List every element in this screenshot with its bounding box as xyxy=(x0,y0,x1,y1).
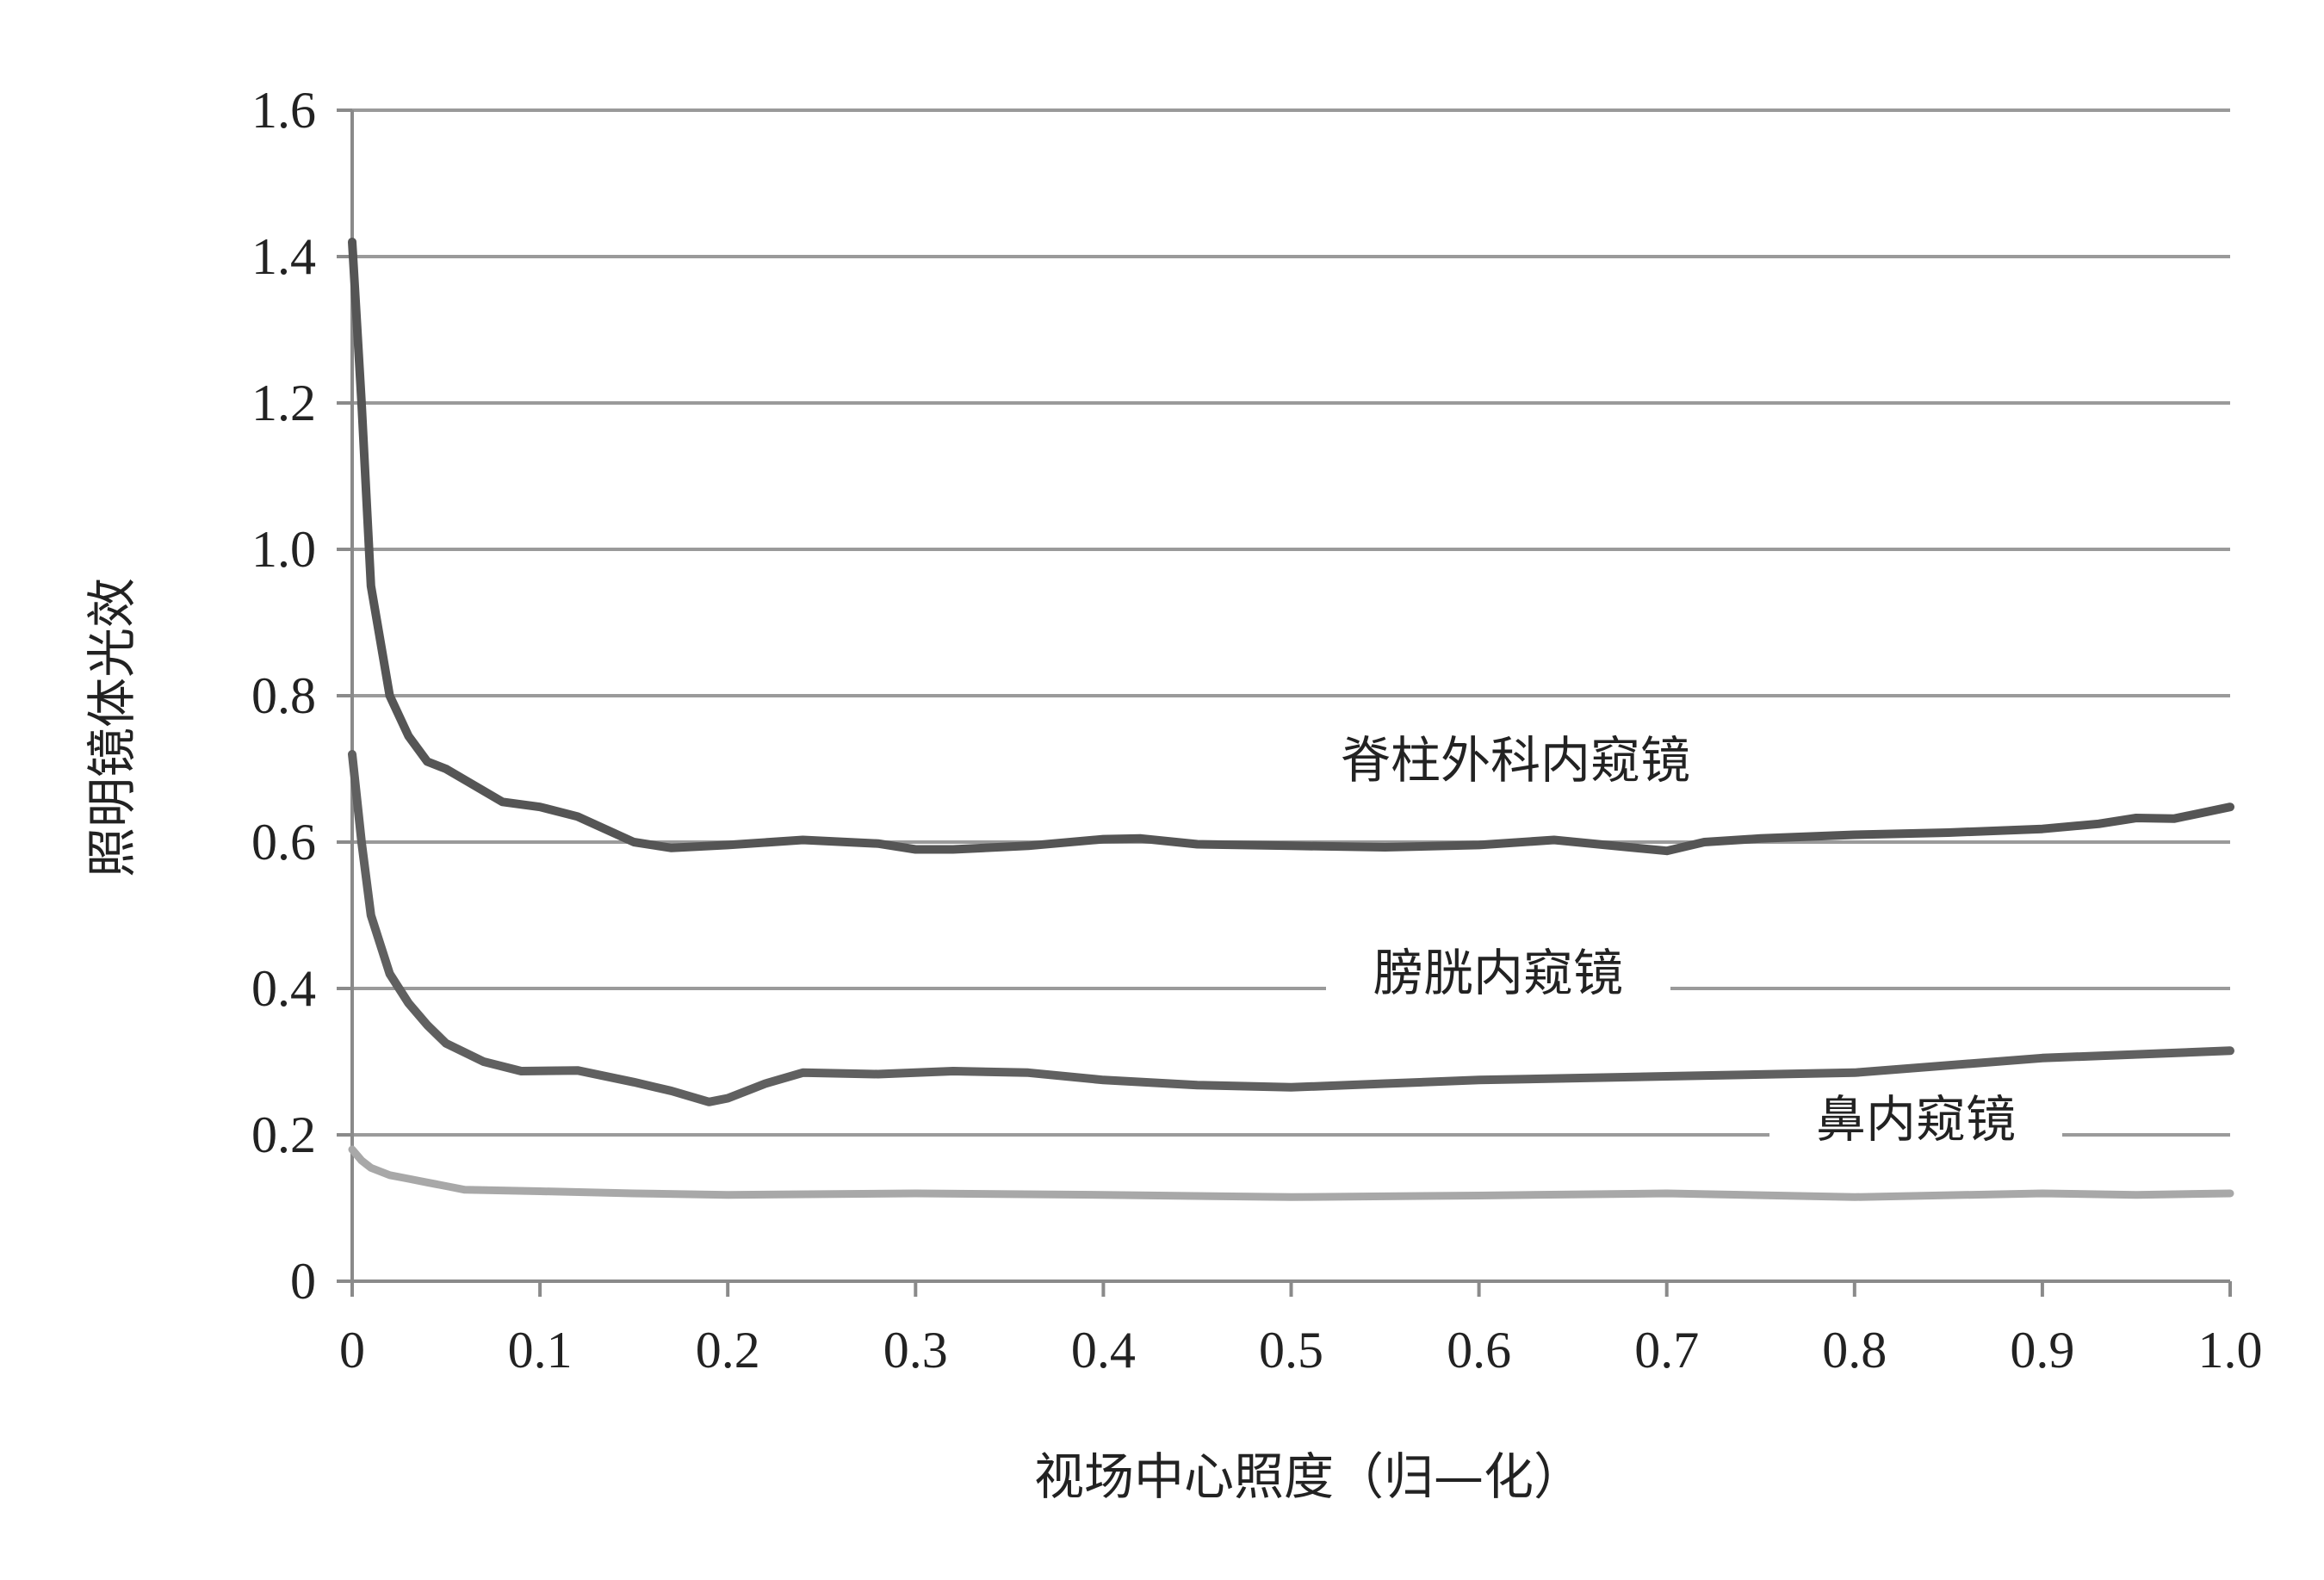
x-axis-title: 视场中心照度（归—化） xyxy=(1034,1447,1583,1506)
y-tick-label: 0 xyxy=(290,1253,316,1310)
y-tick-label: 0.4 xyxy=(251,960,316,1017)
x-tick-label: 0.6 xyxy=(1447,1322,1511,1379)
series-label-2: 膀胱内窥镜 xyxy=(1373,944,1623,1002)
y-tick-label: 0.6 xyxy=(251,814,316,871)
x-tick-label: 0.3 xyxy=(883,1322,948,1379)
x-tick-label: 0 xyxy=(339,1322,365,1379)
series-label-1: 脊柱外科内窥镜 xyxy=(1341,731,1690,790)
gridlines xyxy=(352,108,2230,1137)
x-tick-label: 0.4 xyxy=(1071,1322,1136,1379)
series-lines xyxy=(348,238,2234,1201)
y-tick-label: 0.8 xyxy=(251,667,316,724)
y-axis-title: 照明镜体光效 xyxy=(83,578,141,877)
series-line-1 xyxy=(348,238,2234,856)
axes xyxy=(337,108,2232,1297)
y-tick-label: 1.4 xyxy=(251,228,316,285)
x-tick-label: 0.1 xyxy=(508,1322,573,1379)
series-label-bg xyxy=(1769,1089,2062,1158)
y-tick-label: 1.2 xyxy=(251,375,316,431)
y-tick-label: 1.0 xyxy=(251,521,316,578)
series-label-bg xyxy=(1326,943,1670,1012)
series-label-bg xyxy=(1283,730,1748,799)
x-tick-label: 0.5 xyxy=(1259,1322,1323,1379)
x-tick-label: 0.9 xyxy=(2010,1322,2074,1379)
series-label-3: 鼻内窥镜 xyxy=(1816,1090,2016,1149)
y-tick-label: 1.6 xyxy=(251,82,316,139)
tick-labels: 0 0.2 0.4 0.6 0.8 1.0 1.2 1.4 1.6 0 0.1 0.2 0.3 0.4 0.… xyxy=(251,82,2263,1379)
x-tick-label: 1.0 xyxy=(2198,1322,2263,1379)
y-tick-label: 0.2 xyxy=(251,1106,316,1163)
x-tick-label: 0.8 xyxy=(1822,1322,1887,1379)
x-tick-label: 0.7 xyxy=(1634,1322,1699,1379)
x-tick-label: 0.2 xyxy=(696,1322,760,1379)
series-line-2 xyxy=(348,750,2234,1106)
series-line-3 xyxy=(348,1145,2234,1201)
